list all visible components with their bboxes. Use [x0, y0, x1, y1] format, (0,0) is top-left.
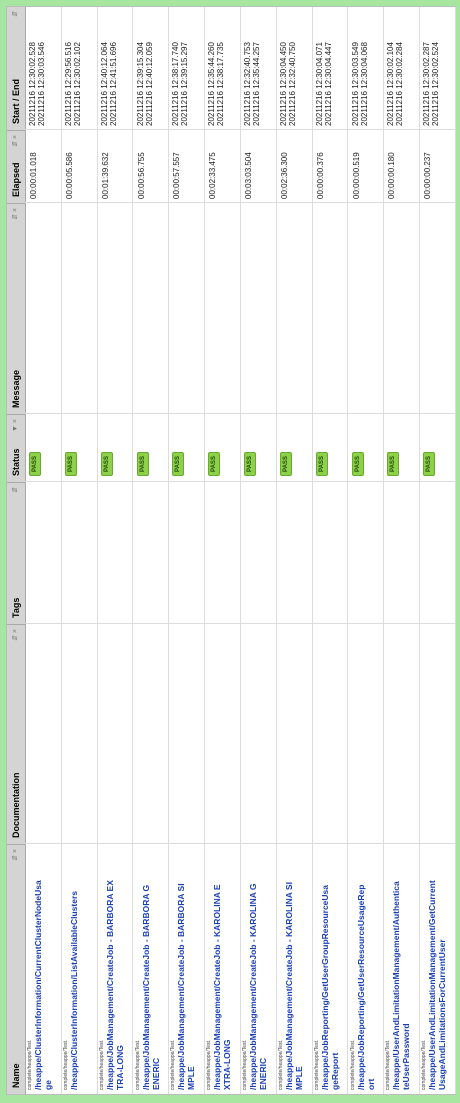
status-badge: PASS [208, 452, 221, 476]
test-name-link[interactable]: /heappe/JobManagement/CreateJob - KAROLI… [212, 884, 233, 1090]
table-row[interactable]: complete/heappe/Test./heappe/JobReportin… [347, 7, 385, 1094]
elapsed-time: 00:01:39.632 [100, 152, 110, 199]
column-header-start-end[interactable]: Start / End ⇵ [7, 7, 25, 130]
end-time: 20211216 12:30:02.284 [395, 42, 405, 126]
end-time: 20211216 12:30:04.447 [323, 42, 333, 126]
status-badge: PASS [136, 452, 149, 476]
column-header-elapsed[interactable]: Elapsed ⇵ × [7, 130, 25, 203]
sort-close-controls-name[interactable]: ⇵ × [12, 849, 19, 861]
elapsed-time: 00:00:57.557 [172, 152, 182, 199]
end-time: 20211216 12:30:02.102 [72, 42, 82, 126]
end-time: 20211216 12:39:15.297 [180, 42, 190, 126]
end-time: 20211216 12:35:44.257 [252, 42, 261, 126]
elapsed-time: 00:00:05.586 [64, 152, 74, 199]
test-name-link[interactable]: /heappe/JobReporting/GetUserResourceUsag… [355, 884, 376, 1090]
elapsed-time: 00:00:00.376 [315, 152, 325, 199]
column-label-tags: Tags [11, 597, 21, 618]
status-badge: PASS [29, 452, 41, 476]
status-badge: PASS [64, 452, 77, 476]
elapsed-time: 00:00:01.018 [29, 152, 38, 199]
status-badge: PASS [244, 452, 256, 476]
test-name-link[interactable]: /heappe/JobManagement/CreateJob - BARBOR… [140, 884, 161, 1090]
sort-close-controls-documentation[interactable]: ⇵ × [12, 629, 19, 641]
sort-controls-tags[interactable]: ⇵ [12, 487, 19, 493]
elapsed-time: 00:00:00.180 [387, 152, 397, 199]
table-row[interactable]: complete/heappe/Test./heappe/JobManageme… [204, 7, 241, 1094]
elapsed-time: 00:03:03.504 [244, 152, 253, 199]
end-time: 20211216 12:41:51.696 [108, 42, 118, 126]
test-name-link[interactable]: /heappe/JobReporting/GetUserGroupResourc… [319, 885, 340, 1090]
elapsed-time: 00:00:56.755 [136, 152, 146, 199]
status-badge: PASS [100, 452, 113, 476]
table-row[interactable]: complete/heappe/Test./heappe/JobManageme… [168, 7, 206, 1094]
status-badge: PASS [387, 452, 400, 476]
sort-close-controls-message[interactable]: ⇵ × [12, 208, 19, 220]
table-row[interactable]: complete/heappe/Test./heappe/JobManageme… [132, 7, 170, 1094]
elapsed-time: 00:00:00.519 [351, 152, 361, 199]
test-name-link[interactable]: /heappe/ClusterInformation/ListAvailable… [68, 890, 79, 1090]
elapsed-time: 00:02:33.475 [208, 152, 218, 199]
table-row[interactable]: complete/heappe/Test./heappe/UserAndLimi… [383, 7, 421, 1094]
sort-controls-start-end[interactable]: ⇵ [12, 11, 19, 17]
status-badge: PASS [279, 452, 292, 476]
end-time: 20211216 12:30:02.524 [431, 42, 441, 126]
column-label-message: Message [11, 369, 21, 408]
column-label-documentation: Documentation [11, 772, 21, 838]
test-name-link[interactable]: /heappe/UserAndLimitationManagement/Auth… [391, 881, 412, 1090]
column-label-name: Name [11, 1063, 21, 1088]
table-row[interactable]: complete/heappe/Test./heappe/ClusterInfo… [25, 7, 62, 1094]
column-header-status[interactable]: Status ▼ × [7, 414, 25, 482]
table-row[interactable]: complete/heappe/Test./heappe/UserAndLimi… [419, 7, 456, 1094]
end-time: 20211216 12:30:04.068 [359, 42, 369, 126]
column-header-documentation[interactable]: Documentation ⇵ × [7, 624, 25, 844]
column-divider [25, 129, 455, 130]
column-header-message[interactable]: Message ⇵ × [7, 203, 25, 414]
test-name-link[interactable]: /heappe/JobManagement/CreateJob - BARBOR… [176, 883, 197, 1090]
column-divider [25, 481, 455, 482]
test-results-table: Name ⇵ × Documentation ⇵ × Tags ⇵ Status… [6, 6, 456, 1095]
test-name-link[interactable]: /heappe/JobManagement/CreateJob - KAROLI… [248, 883, 268, 1090]
end-time: 20211216 12:32:40.750 [287, 42, 297, 126]
test-name-link[interactable]: /heappe/JobManagement/CreateJob - KAROLI… [283, 882, 304, 1090]
status-badge: PASS [315, 452, 328, 476]
column-label-elapsed: Elapsed [11, 162, 21, 197]
elapsed-time: 00:02:36.300 [279, 152, 289, 199]
test-name-link[interactable]: /heappe/ClusterInformation/CurrentCluste… [33, 880, 53, 1090]
column-header-name[interactable]: Name ⇵ × [7, 844, 25, 1094]
table-row[interactable]: complete/heappe/Test./heappe/JobManageme… [240, 7, 277, 1094]
sort-close-controls-status[interactable]: ▼ × [12, 419, 19, 432]
end-time: 20211216 12:30:03.546 [37, 42, 46, 126]
column-label-start-end: Start / End [11, 78, 21, 124]
column-header-tags[interactable]: Tags ⇵ [7, 482, 25, 624]
table-row[interactable]: complete/heappe/Test./heappe/ClusterInfo… [60, 7, 98, 1094]
status-badge: PASS [423, 452, 436, 476]
status-badge: PASS [172, 452, 185, 476]
table-row[interactable]: complete/heappe/Test./heappe/JobReportin… [311, 7, 349, 1094]
end-time: 20211216 12:40:12.059 [144, 42, 154, 126]
end-time: 20211216 12:38:17.735 [216, 42, 226, 126]
test-name-link[interactable]: /heappe/JobManagement/CreateJob - BARBOR… [104, 880, 125, 1090]
column-divider [25, 202, 455, 203]
sort-close-controls-elapsed[interactable]: ⇵ × [12, 135, 19, 147]
column-divider [25, 413, 455, 414]
test-name-link[interactable]: /heappe/UserAndLimitationManagement/GetC… [427, 880, 448, 1090]
table-row[interactable]: complete/heappe/Test./heappe/JobManageme… [96, 7, 134, 1094]
status-badge: PASS [351, 452, 364, 476]
column-label-status: Status [11, 448, 21, 476]
table-header: Name ⇵ × Documentation ⇵ × Tags ⇵ Status… [7, 7, 26, 1094]
column-divider [25, 623, 455, 624]
table-row[interactable]: complete/heappe/Test./heappe/JobManageme… [275, 7, 313, 1094]
column-divider [25, 843, 455, 844]
elapsed-time: 00:00:00.237 [423, 152, 433, 199]
